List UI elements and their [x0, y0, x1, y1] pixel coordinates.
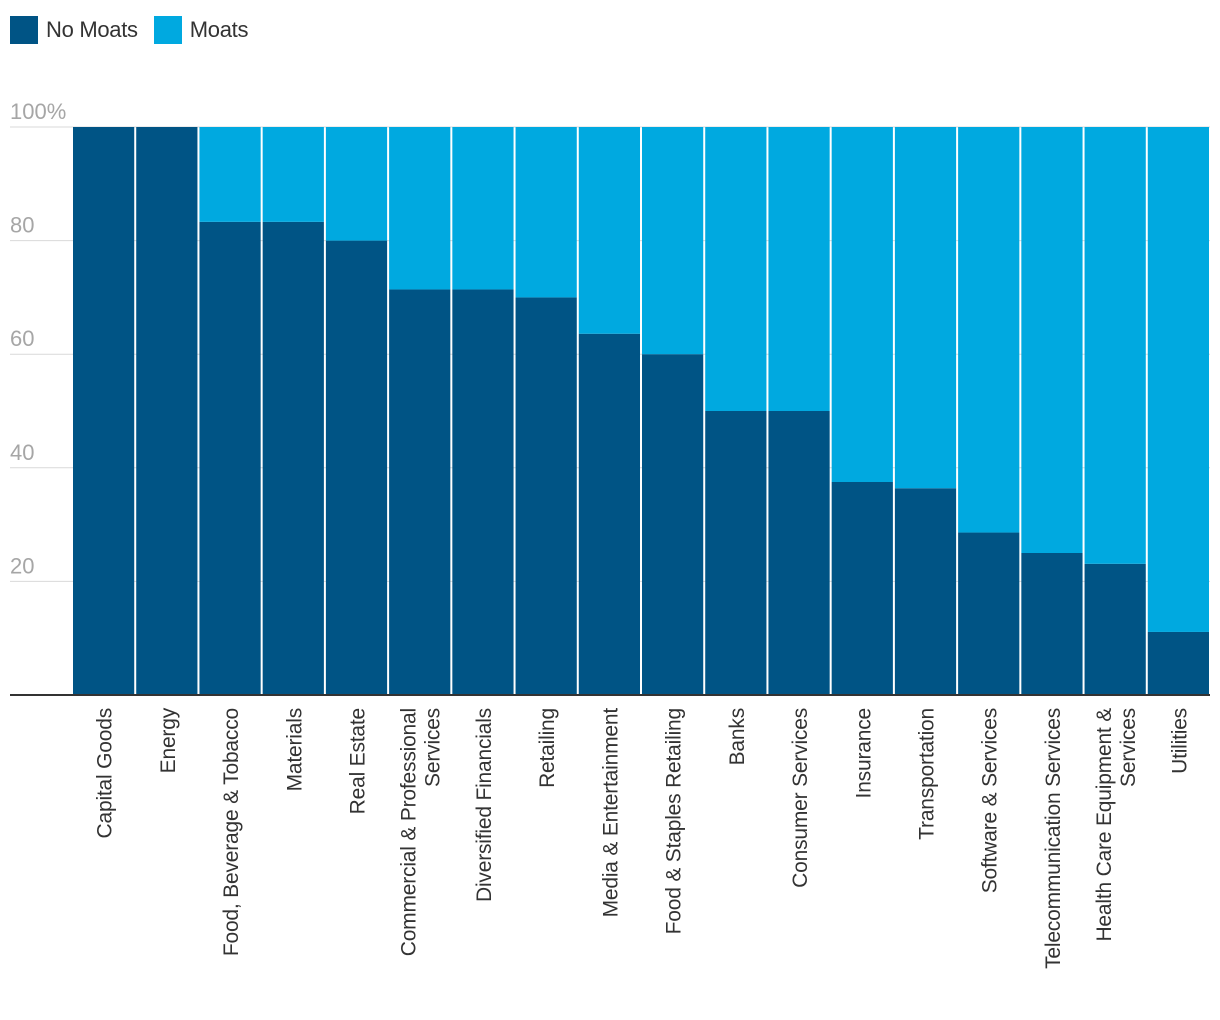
bar-moats [199, 127, 261, 222]
x-tick-label: Consumer Services [789, 708, 812, 888]
bar-moats [515, 127, 577, 298]
bar-no-moats [389, 289, 451, 695]
x-tick-label: Telecommunication Services [1042, 708, 1065, 969]
bar-moats [831, 127, 893, 482]
legend-item-no-moats: No Moats [10, 16, 138, 44]
x-tick-label: Software & Services [979, 708, 1002, 893]
legend-swatch-no-moats [10, 16, 38, 44]
bar-no-moats [1147, 631, 1209, 695]
bar-no-moats [325, 240, 388, 695]
x-tick-label: Commercial & ProfessionalServices [398, 708, 445, 956]
x-tick-label-line: Consumer Services [789, 708, 812, 888]
x-tick-label-line: Commercial & Professional [398, 708, 421, 956]
x-tick-label-line: Insurance [852, 708, 875, 798]
bar-no-moats [1084, 563, 1146, 695]
bar-moats [705, 127, 767, 411]
bar-no-moats [642, 354, 704, 695]
bar-no-moats [452, 289, 514, 695]
x-tick-label: Materials [283, 708, 306, 791]
x-tick-label-line: Transportation [916, 708, 939, 840]
y-tick-label: 40 [10, 440, 34, 465]
legend-swatch-moats [153, 16, 182, 44]
bar-no-moats [199, 221, 261, 695]
bar-moats [1021, 127, 1083, 553]
bar-moats [578, 127, 640, 334]
x-tick-label: Insurance [852, 708, 875, 798]
x-tick-label: Media & Entertainment [599, 708, 622, 918]
x-tick-label-line: Materials [283, 708, 306, 791]
bar-no-moats [768, 411, 830, 695]
x-tick-label-line: Real Estate [347, 708, 370, 814]
legend-label-no-moats: No Moats [46, 17, 138, 42]
bar-no-moats [705, 411, 767, 695]
x-tick-label: Capital Goods [94, 708, 117, 838]
x-tick-label-line: Food, Beverage & Tobacco [220, 708, 243, 956]
x-tick-label-line: Media & Entertainment [599, 708, 622, 918]
bar-moats [642, 127, 704, 355]
bar-moats [325, 127, 388, 241]
bar-moats [262, 127, 324, 222]
bar-no-moats [894, 488, 957, 695]
legend-label-moats: Moats [189, 17, 249, 42]
bar-no-moats [262, 221, 324, 695]
bar-no-moats [136, 127, 198, 695]
x-tick-label: Transportation [916, 708, 939, 840]
x-tick-label-line: Services [1117, 708, 1140, 787]
legend-item-moats: Moats [153, 16, 249, 44]
bar-no-moats [515, 297, 577, 695]
x-tick-label-line: Capital Goods [94, 708, 117, 838]
x-tick-label-line: Telecommunication Services [1042, 708, 1065, 969]
x-tick-label: Health Care Equipment &Services [1093, 708, 1140, 942]
x-tick-label-line: Banks [726, 708, 749, 765]
x-tick-label-line: Software & Services [979, 708, 1002, 893]
x-tick-label: Real Estate [347, 708, 370, 814]
bar-moats [958, 127, 1020, 533]
x-tick-label: Retailing [536, 708, 559, 788]
x-tick-label-line: Services [422, 708, 445, 787]
x-tick-label: Energy [157, 707, 180, 773]
x-tick-label: Utilities [1168, 708, 1191, 774]
x-tick-label: Food & Staples Retailing [663, 708, 686, 934]
y-tick-label: 100% [10, 99, 66, 124]
x-tick-label: Banks [726, 708, 749, 765]
bar-moats [1084, 127, 1146, 564]
legend: No Moats Moats [10, 16, 264, 44]
bar-no-moats [958, 532, 1020, 695]
bar-no-moats [1021, 553, 1083, 695]
x-tick-label-line: Utilities [1168, 708, 1191, 774]
x-tick-label: Food, Beverage & Tobacco [220, 708, 243, 956]
x-tick-label-line: Diversified Financials [473, 708, 496, 902]
y-tick-label: 80 [10, 213, 34, 238]
bar-no-moats [578, 333, 640, 695]
y-tick-label: 60 [10, 326, 34, 351]
x-tick-label-line: Energy [157, 707, 180, 773]
y-tick-label: 20 [10, 553, 34, 578]
bar-moats [1147, 127, 1209, 632]
bar-moats [389, 127, 451, 290]
bar-moats [452, 127, 514, 290]
x-tick-label-line: Food & Staples Retailing [663, 708, 686, 934]
bar-moats [894, 127, 957, 489]
bar-no-moats [73, 127, 135, 695]
x-tick-label-line: Retailing [536, 708, 559, 788]
bar-moats [768, 127, 830, 411]
x-tick-label-line: Health Care Equipment & [1093, 708, 1116, 942]
bar-no-moats [831, 482, 893, 695]
x-tick-label: Diversified Financials [473, 708, 496, 902]
